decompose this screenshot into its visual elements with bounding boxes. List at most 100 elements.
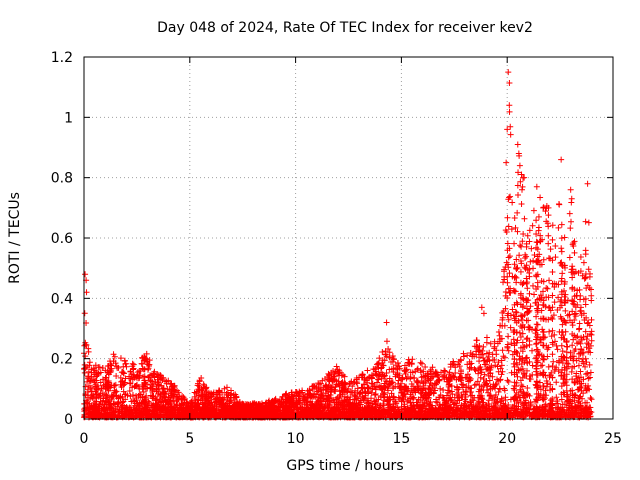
data-point <box>549 222 556 229</box>
data-point <box>523 253 530 260</box>
data-point <box>453 376 460 383</box>
data-point <box>218 400 225 407</box>
data-point <box>571 249 578 256</box>
data-point <box>491 343 498 350</box>
data-point <box>373 371 380 378</box>
data-point <box>167 388 174 395</box>
data-point <box>333 363 340 370</box>
data-point <box>363 406 370 413</box>
data-point <box>571 293 578 300</box>
data-point <box>159 395 166 402</box>
data-point <box>527 303 534 310</box>
data-point <box>372 370 379 377</box>
data-point <box>555 200 562 207</box>
data-point <box>561 293 568 300</box>
data-point <box>392 383 399 390</box>
data-point <box>226 413 233 420</box>
data-point <box>492 362 499 369</box>
data-point <box>85 382 92 389</box>
data-point <box>266 399 273 406</box>
data-point <box>224 391 231 398</box>
data-point <box>483 339 490 346</box>
data-point <box>141 373 148 380</box>
data-point <box>107 394 114 401</box>
data-point <box>350 379 357 386</box>
data-point <box>162 397 169 404</box>
data-point <box>84 378 91 385</box>
data-point <box>108 365 115 372</box>
data-point <box>396 365 403 372</box>
data-point <box>491 404 498 411</box>
data-point <box>577 254 584 261</box>
data-point <box>467 385 474 392</box>
data-point <box>446 377 453 384</box>
data-point <box>261 406 268 413</box>
data-point <box>87 395 94 402</box>
data-point <box>154 391 161 398</box>
data-point <box>213 412 220 419</box>
data-point <box>574 287 581 294</box>
data-point <box>368 389 375 396</box>
data-point <box>543 383 550 390</box>
data-point <box>136 391 143 398</box>
data-point <box>148 378 154 385</box>
data-point <box>101 391 108 398</box>
data-point <box>559 321 566 328</box>
data-point <box>566 254 573 261</box>
data-point <box>440 413 447 420</box>
data-point <box>567 225 574 232</box>
data-point <box>374 360 381 367</box>
data-point <box>353 394 360 401</box>
data-point <box>464 352 471 359</box>
data-point <box>435 412 442 419</box>
data-point <box>116 408 123 415</box>
data-point <box>380 391 387 398</box>
data-point <box>142 412 149 419</box>
data-point <box>503 404 510 411</box>
data-point <box>553 394 560 401</box>
data-point <box>97 379 104 386</box>
data-point <box>418 390 425 397</box>
data-point <box>584 399 591 406</box>
data-point <box>507 123 514 130</box>
data-point <box>86 377 93 384</box>
data-point <box>144 359 151 366</box>
data-point <box>564 412 571 419</box>
data-point <box>234 412 241 419</box>
data-point <box>385 397 392 404</box>
data-point <box>565 361 572 368</box>
data-point <box>490 383 497 390</box>
data-point <box>458 368 465 375</box>
data-point <box>332 388 339 395</box>
data-point <box>407 375 414 382</box>
data-point <box>442 368 449 375</box>
data-point <box>396 396 403 403</box>
data-point <box>344 396 351 403</box>
data-point <box>577 304 584 311</box>
data-point <box>167 398 174 405</box>
data-point <box>377 413 384 420</box>
data-point <box>466 358 473 365</box>
data-point <box>549 236 556 243</box>
data-point <box>235 406 242 413</box>
data-point <box>156 396 163 403</box>
data-point <box>537 194 544 201</box>
data-point <box>154 412 161 419</box>
data-point <box>458 377 465 384</box>
data-point <box>570 240 577 247</box>
data-point <box>319 405 326 412</box>
data-point <box>450 404 457 411</box>
data-point <box>420 380 427 387</box>
data-point <box>507 193 514 200</box>
data-point <box>142 381 149 388</box>
data-point <box>89 384 96 391</box>
data-point <box>333 396 340 403</box>
data-point <box>356 391 363 398</box>
data-point <box>131 402 138 409</box>
data-point <box>339 391 346 398</box>
data-point <box>95 393 102 400</box>
data-point <box>555 294 562 301</box>
data-point <box>586 345 593 352</box>
data-point <box>111 387 118 394</box>
